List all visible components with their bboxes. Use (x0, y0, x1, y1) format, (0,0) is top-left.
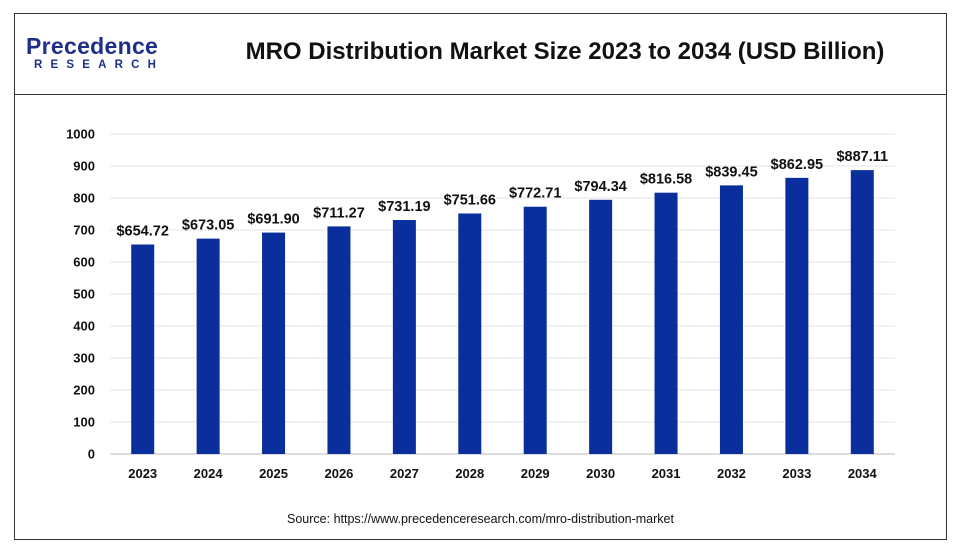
data-label: $862.95 (771, 157, 823, 173)
chart-header (14, 13, 947, 95)
x-tick-label: 2029 (521, 466, 550, 481)
bar-2024 (196, 238, 220, 454)
bar-2030 (589, 199, 613, 454)
bar-2023 (131, 244, 155, 454)
x-tick-label: 2027 (390, 466, 419, 481)
bar-2029 (523, 206, 547, 454)
data-label: $691.90 (247, 212, 299, 228)
y-tick-label: 1000 (66, 127, 95, 142)
x-tick-label: 2026 (324, 466, 353, 481)
data-label: $887.11 (836, 149, 888, 165)
y-tick-label: 0 (88, 447, 95, 462)
y-tick-label: 700 (73, 223, 95, 238)
bar-2028 (458, 213, 482, 454)
y-tick-label: 200 (73, 383, 95, 398)
data-label: $816.58 (640, 172, 692, 188)
y-tick-label: 500 (73, 287, 95, 302)
precedence-research-logo: Precedence RESEARCH (26, 34, 176, 78)
bar-2032 (719, 185, 743, 454)
bar-2033 (785, 177, 809, 454)
y-tick-label: 900 (73, 159, 95, 174)
bar-2034 (850, 170, 874, 454)
x-tick-label: 2031 (652, 466, 681, 481)
x-tick-label: 2030 (586, 466, 615, 481)
data-label: $839.45 (705, 164, 757, 180)
source-note: Source: https://www.precedenceresearch.c… (287, 512, 674, 526)
bar-2027 (392, 220, 416, 454)
logo-name: Precedence (26, 33, 159, 59)
x-tick-label: 2024 (194, 466, 224, 481)
x-tick-label: 2028 (455, 466, 484, 481)
data-label: $673.05 (182, 218, 234, 234)
data-label: $654.72 (116, 223, 168, 239)
x-tick-label: 2032 (717, 466, 746, 481)
y-tick-label: 400 (73, 319, 95, 334)
data-label: $751.66 (444, 192, 496, 208)
bar-2026 (327, 226, 351, 454)
bar-2025 (262, 232, 286, 454)
x-tick-label: 2033 (782, 466, 811, 481)
data-label: $731.19 (378, 199, 430, 215)
data-label: $772.71 (509, 186, 561, 202)
logo-subtitle: RESEARCH (34, 59, 165, 71)
data-label: $794.34 (574, 179, 626, 195)
x-tick-label: 2034 (848, 466, 878, 481)
x-tick-label: 2025 (259, 466, 288, 481)
chart-title: MRO Distribution Market Size 2023 to 203… (245, 38, 885, 65)
x-tick-label: 2023 (128, 466, 157, 481)
bar-2031 (654, 192, 678, 454)
y-tick-label: 300 (73, 351, 95, 366)
y-tick-label: 800 (73, 191, 95, 206)
data-label: $711.27 (313, 205, 365, 221)
y-tick-label: 600 (73, 255, 95, 270)
y-tick-label: 100 (73, 415, 95, 430)
